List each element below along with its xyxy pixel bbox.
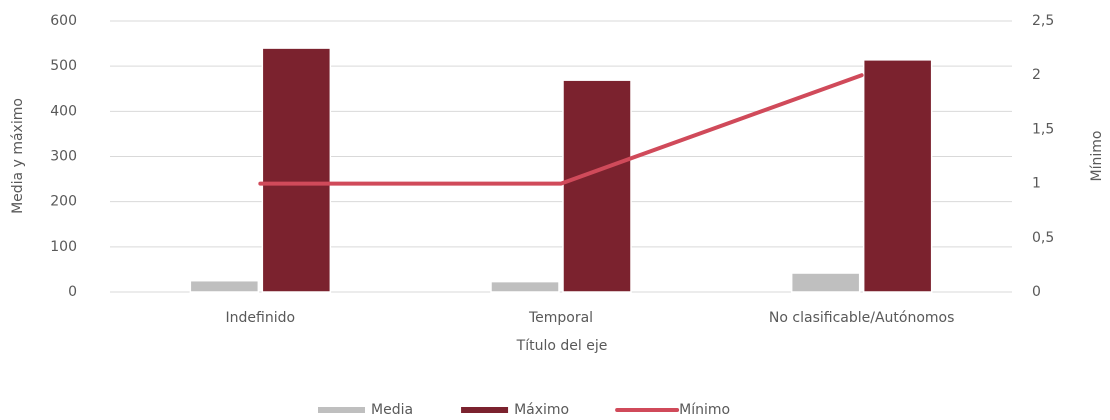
x-tick-label: No clasificable/Autónomos <box>769 310 954 326</box>
y2-tick-label: 2,5 <box>1032 13 1054 29</box>
y-tick-label: 200 <box>50 194 77 210</box>
legend-swatch <box>318 407 365 413</box>
legend-label: Máximo <box>514 402 569 418</box>
x-tick-label: Indefinido <box>226 310 296 326</box>
line <box>258 73 864 186</box>
y-tick-label: 500 <box>50 58 77 74</box>
bar <box>490 280 560 293</box>
y-tick-label: 400 <box>50 103 77 119</box>
x-tick-label: Temporal <box>528 310 593 326</box>
y-tick-label: 100 <box>50 239 77 255</box>
legend-label: Media <box>371 402 413 418</box>
bar <box>790 272 861 293</box>
x-axis-title: Título del eje <box>516 338 608 354</box>
y-tick-label: 600 <box>50 13 77 29</box>
y2-tick-label: 2 <box>1032 67 1041 83</box>
y2-axis-title: Mínimo <box>1089 131 1105 182</box>
legend-swatch <box>461 407 509 413</box>
y2-tick-label: 0,5 <box>1032 230 1054 246</box>
y-axis-title: Media y máximo <box>10 98 26 214</box>
legend-label: Mínimo <box>679 402 730 418</box>
y2-tick-label: 1,5 <box>1032 121 1054 137</box>
y2-tick-label: 1 <box>1032 176 1041 192</box>
bar <box>189 279 260 293</box>
y2-tick-label: 0 <box>1032 284 1041 300</box>
y-tick-label: 0 <box>68 284 77 300</box>
bar <box>862 59 933 293</box>
bar <box>261 47 332 293</box>
bar <box>562 79 632 293</box>
y-tick-label: 300 <box>50 149 77 165</box>
